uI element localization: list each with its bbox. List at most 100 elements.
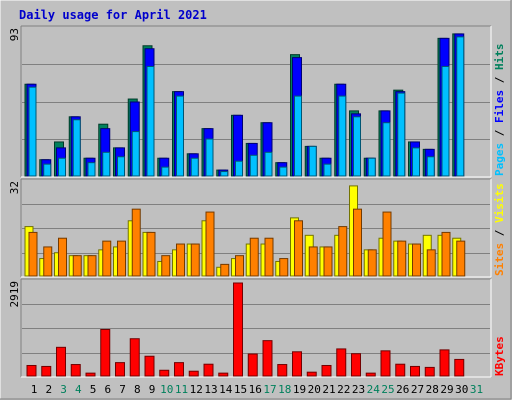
pages-bar (353, 116, 361, 177)
x-tick-label: 26 (396, 383, 409, 396)
kbytes-legend: KBytes (493, 336, 506, 376)
sites-bar (338, 226, 348, 277)
pages-bar (28, 86, 37, 177)
legend-files: Files (493, 90, 506, 123)
x-tick-label: 22 (337, 383, 350, 396)
pages-bar (161, 166, 170, 177)
sites-bar (279, 258, 289, 277)
usage-legend: Pages / Files / Hits (493, 44, 506, 177)
legend-sites: Sites (493, 243, 506, 276)
visits-panel (20, 178, 492, 278)
kbytes-bar (454, 358, 465, 377)
kbytes-bar (336, 348, 347, 377)
kbytes-bar (380, 350, 391, 377)
kbytes-bar (395, 363, 406, 377)
kbytes-bar (41, 365, 52, 377)
kbytes-bar (70, 364, 81, 377)
sites-bar (249, 237, 259, 277)
x-tick-label: 14 (219, 383, 233, 396)
pages-bar (441, 65, 450, 177)
x-tick-label: 31 (470, 383, 483, 396)
legend-sep-2: / (493, 70, 506, 90)
sites-bar (87, 255, 97, 277)
legend-hits: Hits (493, 44, 506, 71)
sites-bar (176, 243, 185, 277)
pages-bar (367, 157, 376, 177)
x-tick-label: 23 (352, 383, 365, 396)
kbytes-bar (26, 364, 37, 377)
legend-sep-1: / (493, 123, 506, 143)
usage-panel (20, 25, 492, 178)
kbytes-bar (262, 340, 273, 377)
pages-bar (382, 122, 391, 177)
sites-bar (28, 231, 38, 277)
pages-bar (323, 163, 332, 177)
sites-bar (294, 220, 303, 277)
pages-bar (205, 138, 214, 177)
usage-ymax-label: 93 (8, 28, 21, 41)
legend-pages: Pages (493, 143, 506, 176)
pages-bar (58, 157, 66, 177)
x-tick-label: 7 (119, 383, 126, 396)
kbytes-bar (85, 372, 96, 377)
x-tick-label: 21 (322, 383, 335, 396)
kbytes-bar (174, 362, 184, 377)
sites-bar (161, 255, 171, 277)
sites-bar (131, 208, 141, 277)
x-tick-label: 30 (455, 383, 468, 396)
kbytes-bar (188, 370, 199, 377)
kbytes-bar (233, 282, 243, 377)
x-tick-label: 24 (367, 383, 381, 396)
pages-bar (87, 162, 96, 177)
legend-visits: Visits (493, 183, 506, 223)
x-tick-label: 6 (104, 383, 111, 396)
x-tick-label: 15 (234, 383, 247, 396)
pages-bar (102, 151, 111, 177)
x-tick-label: 16 (249, 383, 262, 396)
kbytes-bar (277, 364, 288, 377)
legend-sep-3: / (493, 223, 506, 243)
kbytes-bar (218, 372, 229, 377)
sites-bar (220, 263, 230, 277)
sites-bar (58, 237, 67, 277)
kbytes-bar (365, 372, 376, 377)
sites-bar (308, 246, 318, 277)
x-tick-label: 9 (149, 383, 156, 396)
sites-bar (235, 255, 244, 277)
sites-bar (146, 231, 156, 277)
x-axis-day-labels: 1 2 3 4 5 6 7 8 9 10 11 12 13 14 15 16 17 18 19 20 21 22 23 24 2… (31, 383, 483, 396)
sites-bar (102, 240, 112, 277)
x-tick-label: 4 (75, 383, 82, 396)
visits-legend: Sites / Visits (493, 183, 506, 276)
x-tick-label: 12 (190, 383, 203, 396)
x-tick-label: 20 (308, 383, 321, 396)
sites-bar (117, 240, 126, 277)
sites-bar (382, 211, 392, 277)
kbytes-bar (159, 369, 170, 377)
x-tick-label: 5 (90, 383, 97, 396)
sites-bar (264, 237, 274, 277)
pages-bar (456, 36, 465, 177)
x-tick-label: 29 (440, 383, 453, 396)
sites-bar (205, 211, 215, 277)
x-tick-label: 1 (31, 383, 38, 396)
kbytes-panel (20, 278, 492, 378)
sites-bar (43, 246, 53, 277)
x-tick-label: 3 (60, 383, 67, 396)
kbytes-bar (424, 366, 435, 377)
pages-bar (249, 154, 258, 177)
kbytes-bar (351, 353, 361, 377)
sites-bar (323, 246, 333, 277)
kbytes-ymax-label: 2919 (8, 281, 21, 308)
kbytes-bar (129, 338, 140, 377)
kbytes-bar (321, 364, 332, 377)
x-tick-label: 13 (204, 383, 217, 396)
pages-bar (397, 92, 406, 177)
pages-bar (117, 156, 125, 177)
sites-bar (426, 249, 436, 277)
visits-ymax-label: 32 (8, 181, 21, 194)
kbytes-bar (115, 362, 125, 377)
kbytes-bar (292, 351, 302, 377)
pages-bar (294, 95, 302, 177)
sites-bar (412, 243, 421, 277)
